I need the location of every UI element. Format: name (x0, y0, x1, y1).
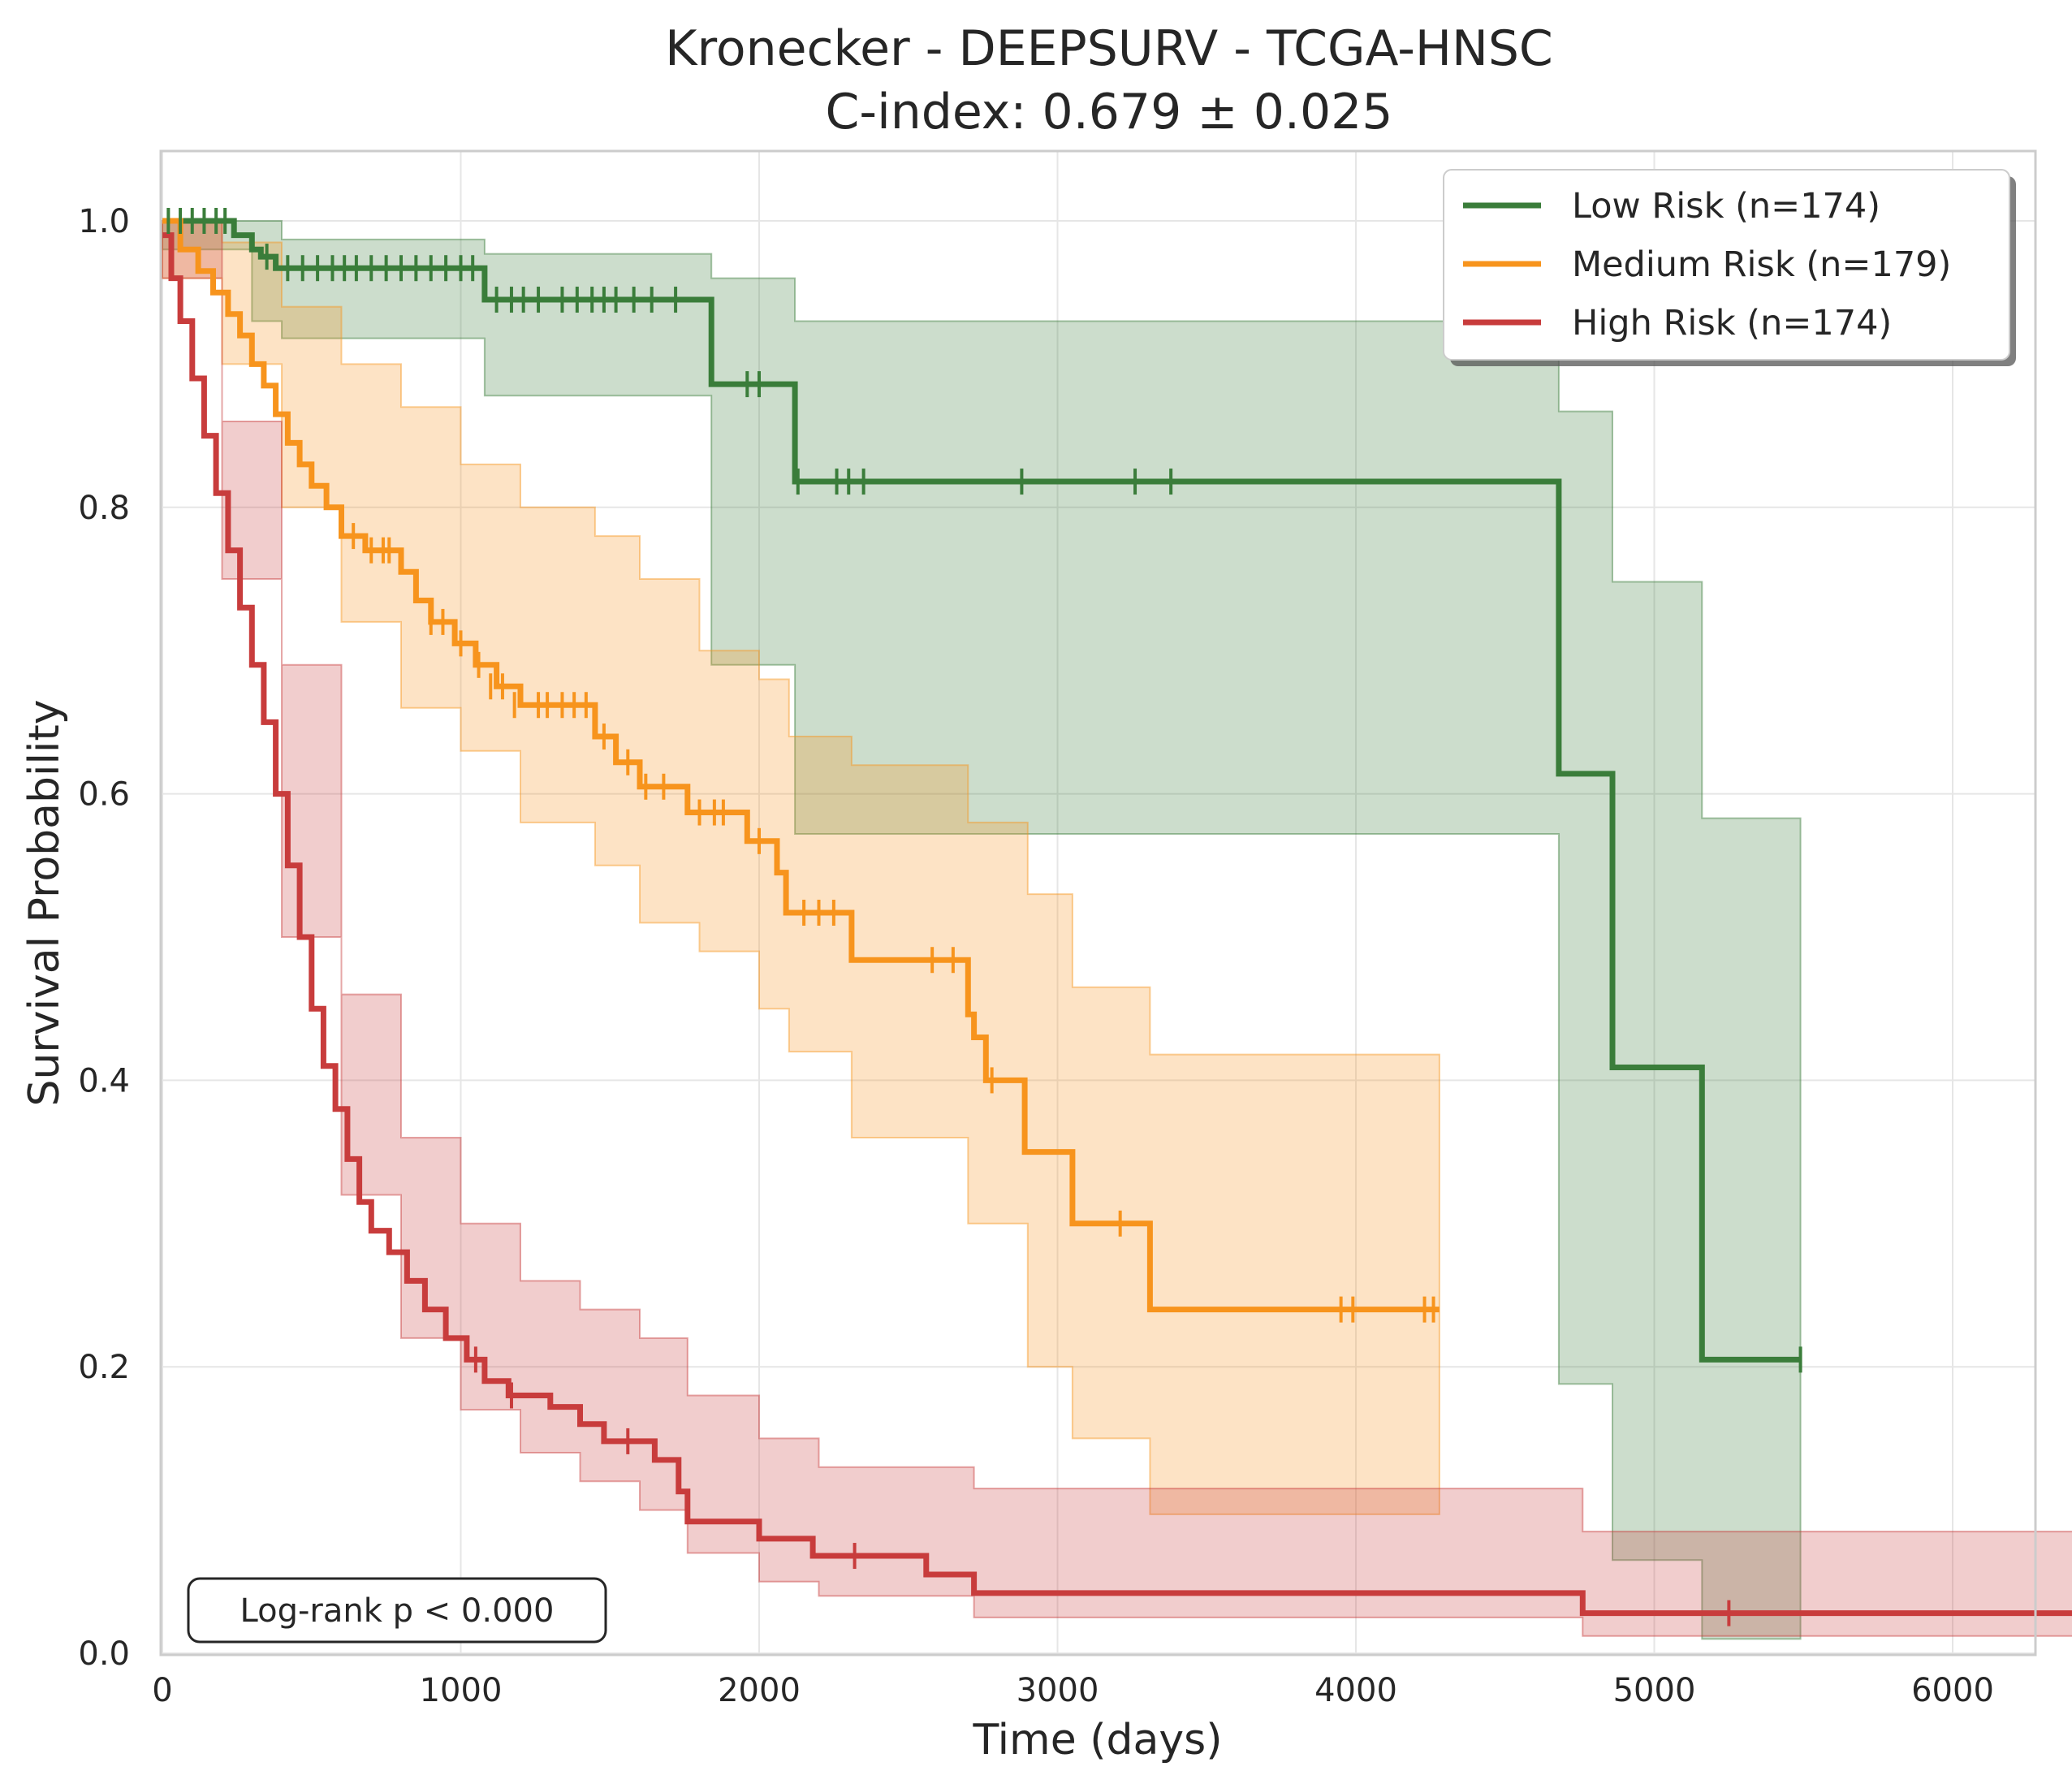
x-tick-label: 2000 (718, 1672, 801, 1709)
x-tick-label: 6000 (1911, 1672, 1994, 1709)
legend-label-2: High Risk (n=174) (1572, 303, 1892, 343)
y-tick-label: 0.4 (78, 1062, 130, 1099)
x-tick-label: 0 (152, 1672, 172, 1709)
y-axis-ticks: 0.0 0.2 0.4 0.6 0.8 1.0 (78, 203, 130, 1673)
y-tick-label: 0.8 (78, 490, 130, 527)
survival-curves (162, 218, 2072, 1617)
y-tick-label: 0.6 (78, 776, 130, 814)
x-axis-label: Time (days) (972, 1716, 1222, 1765)
legend-box (1443, 169, 2010, 361)
x-tick-label: 1000 (420, 1672, 503, 1709)
y-tick-label: 1.0 (78, 203, 130, 240)
x-tick-label: 4000 (1314, 1672, 1397, 1709)
annotation-box (187, 1577, 607, 1644)
x-axis-ticks: 0 1000 2000 3000 4000 5000 6000 (152, 1672, 1994, 1709)
annotation-text: Log-rank p < 0.000 (240, 1592, 555, 1630)
logrank-annotation: Log-rank p < 0.000 (187, 1577, 607, 1644)
ci-band-2 (162, 220, 2072, 1637)
confidence-bands (162, 220, 2072, 1640)
legend-label-0: Low Risk (n=174) (1572, 186, 1880, 227)
chart-title: Kronecker - DEEPSURV - TCGA-HNSC (665, 20, 1553, 77)
y-tick-label: 0.0 (78, 1635, 130, 1673)
survival-curve-0 (162, 218, 1801, 1363)
legend-label-1: Medium Risk (n=179) (1572, 244, 1951, 285)
y-tick-label: 0.2 (78, 1349, 130, 1386)
y-axis-label: Survival Probability (20, 699, 69, 1106)
x-tick-label: 3000 (1017, 1672, 1099, 1709)
ci-band-1 (162, 220, 1440, 1515)
chart-subtitle: C-index: 0.679 ± 0.025 (826, 84, 1393, 140)
plot-frame (159, 149, 2037, 1657)
survival-curve-1 (162, 218, 1440, 1313)
legend: Low Risk (n=174) Medium Risk (n=179) High … (1443, 169, 2016, 366)
ci-band-0 (162, 220, 1802, 1640)
censor-marks (166, 208, 1802, 1626)
x-tick-label: 5000 (1613, 1672, 1696, 1709)
survival-curve-2 (162, 232, 2072, 1617)
